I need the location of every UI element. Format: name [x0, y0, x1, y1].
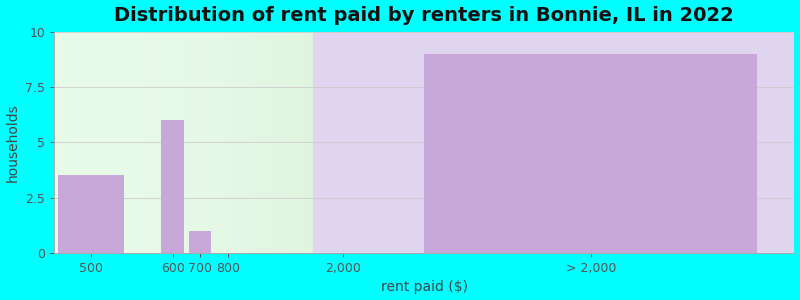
- Bar: [58, 176, 125, 253]
- Bar: [162, 120, 184, 253]
- Bar: [314, 32, 794, 253]
- Title: Distribution of rent paid by renters in Bonnie, IL in 2022: Distribution of rent paid by renters in …: [114, 6, 734, 25]
- Bar: [54, 32, 314, 253]
- Bar: [190, 231, 211, 253]
- X-axis label: rent paid ($): rent paid ($): [381, 280, 468, 294]
- Bar: [424, 54, 758, 253]
- Y-axis label: households: households: [6, 103, 19, 182]
